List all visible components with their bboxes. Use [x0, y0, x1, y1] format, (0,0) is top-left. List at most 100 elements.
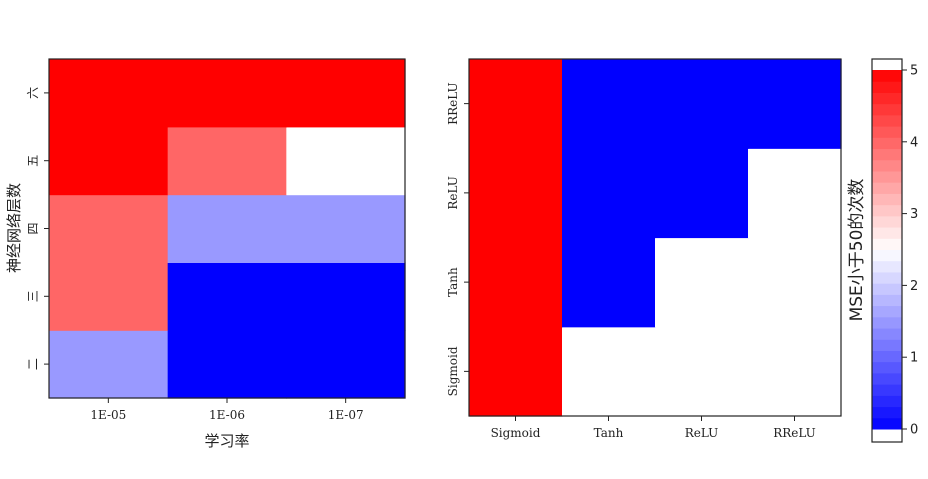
colorbar-segment — [872, 114, 902, 127]
left-cell — [167, 59, 287, 128]
right-cell — [748, 237, 842, 328]
colorbar-segment — [872, 148, 902, 161]
colorbar-segment — [872, 137, 902, 150]
left-cell — [167, 262, 287, 331]
right-cell — [655, 148, 749, 239]
right-y-ticks: Sigmoid Tanh ReLU RReLU — [446, 82, 469, 396]
colorbar-segment — [872, 193, 902, 206]
left-x-ticks: 1E-05 1E-06 1E-07 — [90, 398, 364, 422]
left-cell — [49, 194, 169, 263]
right-cell — [469, 326, 563, 417]
right-x-ticks: Sigmoid Tanh ReLU RReLU — [491, 416, 816, 440]
colorbar-segment — [872, 350, 902, 363]
right-cell — [469, 148, 563, 239]
colorbar-under-segment — [872, 429, 902, 442]
colorbar-segment — [872, 384, 902, 396]
left-cell — [286, 330, 406, 399]
colorbar-segment — [872, 294, 902, 307]
left-y-axis-title: 神经网络层数 — [5, 183, 23, 273]
left-cell — [167, 126, 287, 196]
colorbar-segment — [872, 238, 902, 250]
colorbar-segment — [872, 328, 902, 340]
colorbar-segment — [872, 316, 902, 329]
colorbar-segment — [872, 159, 902, 172]
right-cell — [748, 326, 842, 417]
colorbar-tick-label: 4 — [910, 135, 918, 150]
right-cell — [469, 237, 563, 328]
right-y-tick-label: Tanh — [446, 267, 460, 297]
left-cell — [49, 262, 169, 331]
colorbar-segment — [872, 170, 902, 183]
right-cell — [748, 59, 842, 149]
right-heatmap-frame — [468, 58, 842, 417]
left-cell — [167, 330, 287, 399]
left-x-tick-label: 1E-05 — [90, 408, 126, 422]
right-cell — [562, 59, 656, 149]
colorbar-segment — [872, 406, 902, 419]
right-y-tick-label: RReLU — [446, 82, 460, 125]
left-cell — [49, 59, 169, 128]
left-cell — [286, 194, 406, 263]
colorbar-segment — [872, 283, 902, 295]
right-y-tick-label: ReLU — [446, 176, 460, 210]
left-heatmap-cells — [49, 59, 406, 399]
right-x-tick-label: Tanh — [594, 426, 624, 440]
right-cell — [655, 326, 749, 417]
colorbar-tick-label: 5 — [910, 64, 918, 79]
colorbar-ticks: 0 1 2 3 4 5 — [902, 64, 918, 438]
right-x-tick-label: ReLU — [685, 426, 719, 440]
left-cell — [286, 262, 406, 331]
right-x-tick-label: RReLU — [773, 426, 816, 440]
left-y-tick-label: 三 — [26, 290, 40, 302]
left-y-tick-label: 二 — [26, 358, 40, 370]
left-x-tick-label: 1E-07 — [328, 408, 364, 422]
colorbar-tick-label: 2 — [910, 279, 918, 294]
left-cell — [167, 194, 287, 263]
colorbar-tick-label: 1 — [910, 351, 918, 366]
colorbar-segment — [872, 249, 902, 262]
colorbar-segment — [872, 372, 902, 385]
right-cell — [562, 326, 656, 417]
colorbar-tick-label: 3 — [910, 207, 918, 222]
right-cell — [748, 148, 842, 239]
colorbar-segment — [872, 215, 902, 228]
left-y-tick-label: 五 — [26, 155, 40, 167]
colorbar-over-segment — [872, 59, 902, 70]
left-y-tick-label: 六 — [26, 87, 40, 99]
colorbar-tick-label: 0 — [910, 423, 918, 438]
colorbar-segment — [872, 182, 902, 194]
colorbar-segment — [872, 204, 902, 217]
colorbar-segment — [872, 271, 902, 284]
right-cell — [655, 59, 749, 149]
colorbar-frame — [871, 58, 903, 443]
left-cell — [286, 59, 406, 128]
colorbar-segment — [872, 417, 902, 430]
colorbar-segment — [872, 126, 902, 138]
colorbar-segment — [872, 305, 902, 318]
right-x-tick-label: Sigmoid — [491, 426, 541, 440]
left-y-tick-label: 四 — [26, 222, 40, 234]
left-cell — [49, 126, 169, 196]
left-x-axis-title: 学习率 — [204, 432, 249, 450]
right-cell — [562, 148, 656, 239]
colorbar-segment — [872, 227, 902, 239]
colorbar-segment — [872, 81, 902, 93]
colorbar-segment — [872, 70, 902, 82]
colorbar-segment — [872, 339, 902, 351]
left-cell — [286, 126, 406, 196]
colorbar-segment — [872, 92, 902, 105]
right-cell — [655, 237, 749, 328]
colorbar-segment — [872, 395, 902, 408]
colorbar-segment — [872, 361, 902, 374]
left-cell — [49, 330, 169, 399]
right-heatmap-cells — [469, 59, 842, 417]
left-x-tick-label: 1E-06 — [209, 408, 245, 422]
colorbar-title: MSE小于50的次数 — [847, 179, 867, 322]
right-y-tick-label: Sigmoid — [446, 346, 460, 396]
colorbar-segment — [872, 103, 902, 116]
right-cell — [562, 237, 656, 328]
colorbar-segments — [872, 59, 902, 442]
colorbar-segment — [872, 260, 902, 273]
